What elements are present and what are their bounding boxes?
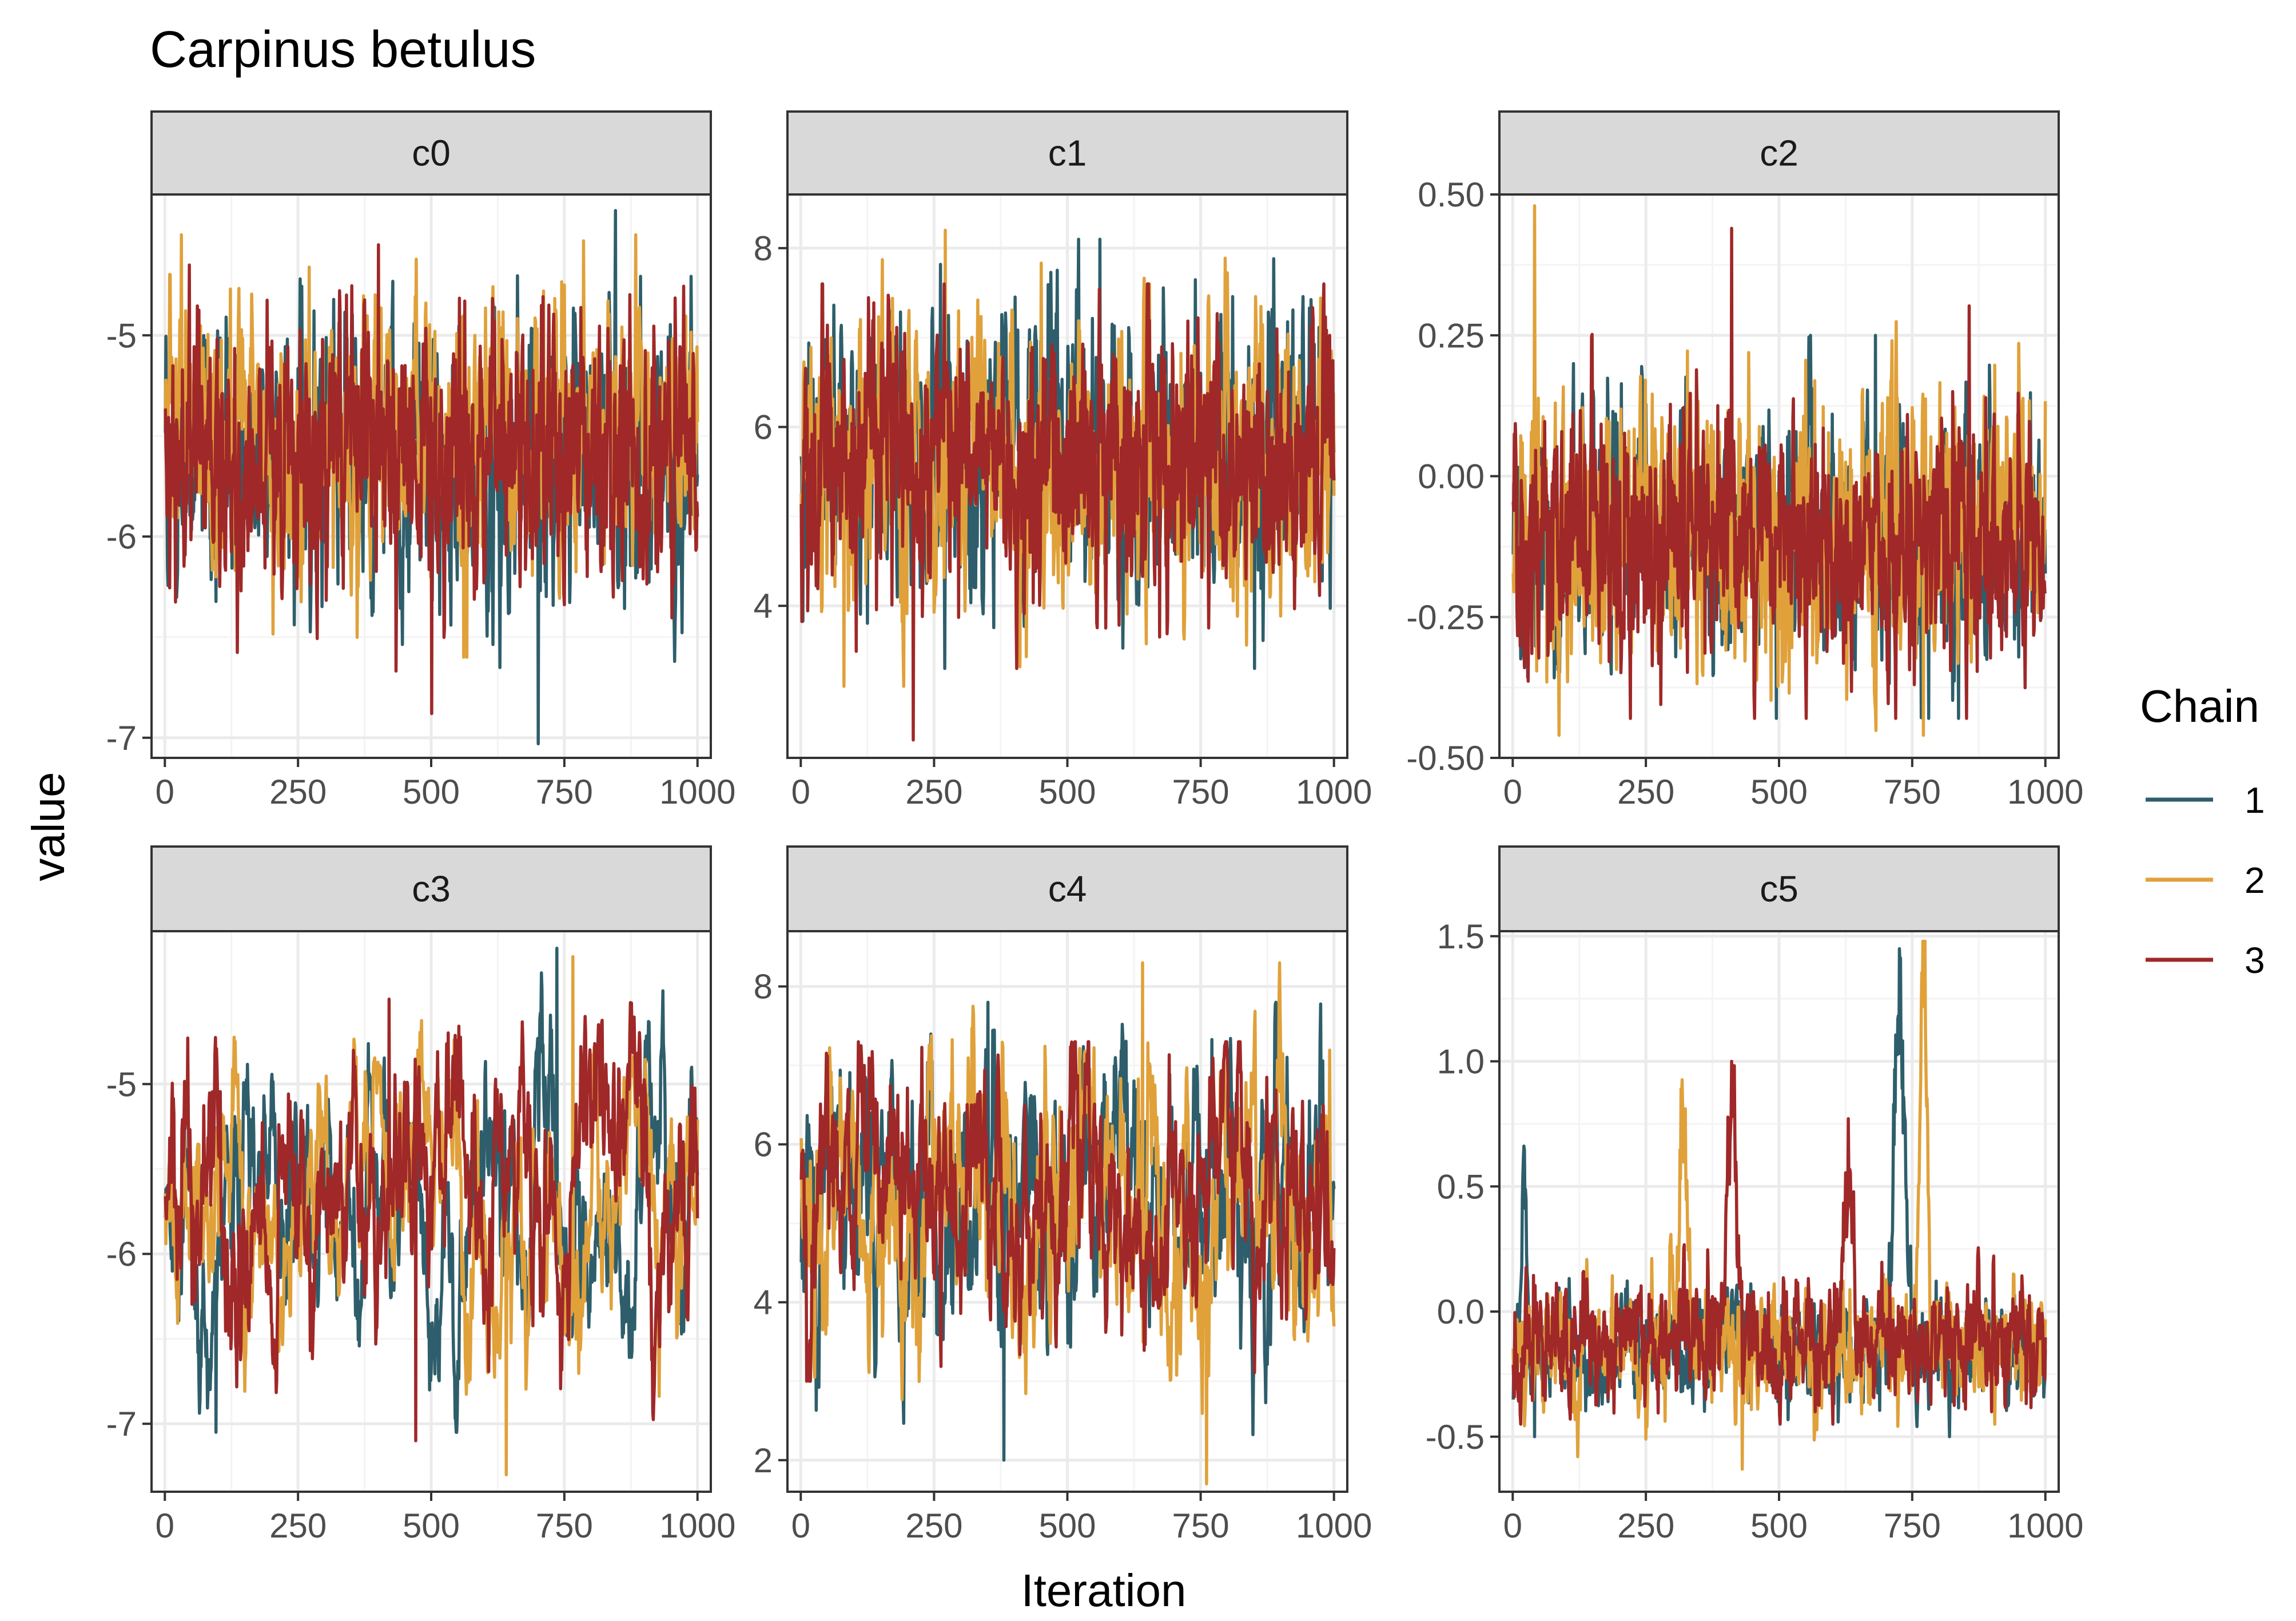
x-tick-label: 500: [1750, 773, 1808, 811]
x-tick-label: 500: [1038, 773, 1096, 811]
x-tick-label: 250: [905, 1507, 962, 1545]
facet-c3: c3 0 250 500 750 1000 -7 -6 -5: [106, 845, 735, 1545]
y-tick-label: 0.25: [1418, 316, 1485, 355]
y-tick-label: 0.5: [1437, 1167, 1485, 1206]
series-group: [799, 228, 1336, 742]
y-axis-title: value: [23, 772, 74, 881]
legend-label-1: 1: [2245, 780, 2265, 821]
x-tick-label: 750: [1884, 1507, 1941, 1545]
x-tick-label: 0: [156, 1507, 174, 1545]
y-tick-label: -5: [106, 1065, 137, 1103]
series-chain-3: [164, 243, 699, 716]
facet-c0: c0 0 250 500 750 1000 -7 -6 -5: [106, 110, 735, 811]
x-tick-label: 1000: [1296, 773, 1372, 811]
y-tick-label: 0.50: [1418, 176, 1485, 214]
series-group: [1511, 939, 2047, 1471]
series-group: [164, 209, 699, 746]
x-tick-label: 250: [905, 773, 962, 811]
facet-label: c5: [1760, 868, 1798, 909]
x-tick-label: 250: [269, 773, 327, 811]
x-tick-label: 1000: [2007, 1507, 2083, 1545]
x-tick-label: 1000: [659, 773, 735, 811]
y-tick-label: 8: [754, 968, 773, 1006]
y-tick-label: 8: [754, 229, 773, 268]
x-tick-label: 500: [403, 773, 460, 811]
y-tick-label: -6: [106, 1235, 137, 1273]
y-tick-label: -0.25: [1406, 598, 1485, 637]
x-tick-label: 750: [1884, 773, 1941, 811]
facet-strip: [1498, 110, 2060, 196]
x-tick-label: 750: [536, 773, 593, 811]
series-group: [1511, 204, 2047, 737]
series-chain-3: [1511, 227, 2047, 720]
legend-label-3: 3: [2245, 940, 2265, 981]
series-chain-3: [1511, 1059, 2047, 1426]
x-tick-label: 0: [1503, 773, 1522, 811]
y-tick-label: 2: [754, 1441, 773, 1480]
series-group: [164, 946, 699, 1477]
facet-label: c0: [412, 133, 451, 174]
x-tick-label: 250: [269, 1507, 327, 1545]
facet-label: c4: [1048, 868, 1087, 909]
x-tick-label: 500: [1750, 1507, 1808, 1545]
y-tick-label: -7: [106, 1405, 137, 1443]
facet-c1: c1 0 250 500 750 1000 4 6 8: [754, 110, 1372, 811]
y-tick-label: 0.00: [1418, 458, 1485, 496]
facet-strip: [786, 845, 1348, 932]
x-tick-label: 1000: [1296, 1507, 1372, 1545]
facet-strip: [150, 845, 712, 932]
legend: Chain 1 2 3: [2140, 681, 2265, 981]
chart-title: Carpinus betulus: [150, 21, 536, 78]
series-chain-2: [164, 955, 699, 1477]
y-tick-label: -0.50: [1406, 739, 1485, 777]
facet-c4: c4 0 250 500 750 1000 2 4 6 8: [754, 845, 1372, 1545]
facet-c5: c5 0 250 500 750 1000 -0.5 0.0 0.5 1.0 1.5: [1426, 845, 2083, 1545]
y-tick-label: 4: [754, 587, 773, 625]
x-tick-label: 0: [156, 773, 174, 811]
x-tick-label: 1000: [659, 1507, 735, 1545]
x-tick-label: 750: [536, 1507, 593, 1545]
x-tick-label: 250: [1617, 773, 1674, 811]
y-tick-label: 1.5: [1437, 917, 1485, 956]
legend-title: Chain: [2140, 681, 2259, 732]
x-tick-label: 0: [791, 773, 810, 811]
y-tick-label: 6: [754, 1126, 773, 1164]
series-chain-3: [164, 998, 699, 1443]
y-tick-label: -7: [106, 719, 137, 757]
series-chain-3: [799, 282, 1336, 742]
x-tick-label: 1000: [2007, 773, 2083, 811]
series-group: [799, 961, 1336, 1485]
y-tick-label: -6: [106, 518, 137, 556]
facet-strip: [150, 110, 712, 196]
x-tick-label: 0: [1503, 1507, 1522, 1545]
facet-label: c1: [1048, 133, 1087, 174]
facet-c2: c2 0 250 500 750 1000 -0.50 -0.25 0.00 0.25 0.50: [1406, 110, 2083, 811]
series-chain-1: [164, 946, 699, 1434]
y-tick-label: 4: [754, 1284, 773, 1322]
y-tick-label: 0.0: [1437, 1293, 1485, 1331]
x-tick-label: 250: [1617, 1507, 1674, 1545]
x-tick-label: 0: [791, 1507, 810, 1545]
x-tick-label: 750: [1172, 1507, 1229, 1545]
x-axis-title: Iteration: [1021, 1565, 1186, 1616]
x-tick-label: 750: [1172, 773, 1229, 811]
facet-label: c3: [412, 868, 451, 909]
x-tick-label: 500: [1038, 1507, 1096, 1545]
y-tick-label: -5: [106, 316, 137, 355]
facet-strip: [786, 110, 1348, 196]
facet-strip: [1498, 845, 2060, 932]
legend-label-2: 2: [2245, 860, 2265, 901]
y-tick-label: 6: [754, 408, 773, 447]
series-chain-3: [799, 1040, 1336, 1383]
y-tick-label: 1.0: [1437, 1043, 1485, 1081]
y-tick-label: -0.5: [1426, 1418, 1485, 1456]
facet-label: c2: [1760, 133, 1798, 174]
facet-panels: c0 0 250 500 750 1000 -7 -6 -5 c1 0 250 500 750 1000 4 6…: [106, 110, 2083, 1545]
x-tick-label: 500: [403, 1507, 460, 1545]
